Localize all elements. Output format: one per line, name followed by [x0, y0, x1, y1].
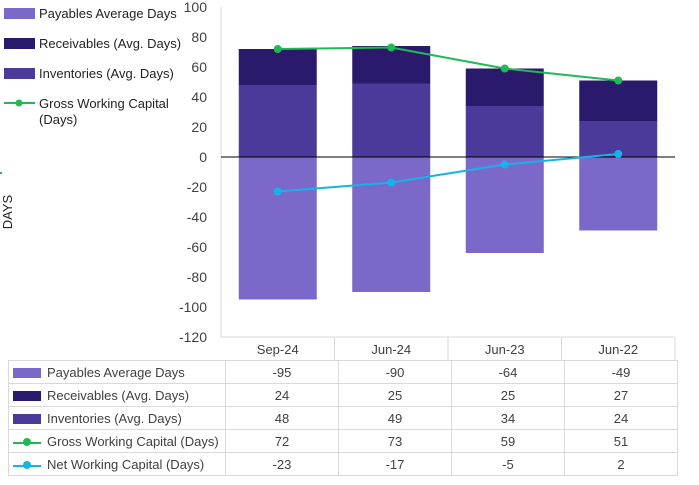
bar-2-2	[465, 106, 544, 157]
legend-key-2	[4, 68, 35, 79]
bar-1-2	[465, 68, 544, 106]
data-table-cell: -64	[451, 360, 565, 384]
y-tick-label: -120	[179, 329, 207, 345]
data-table-row: Gross Working Capital (Days) 72 73 59 51	[8, 429, 678, 453]
line-point-1-2	[500, 160, 509, 169]
data-table-cell: 24	[225, 383, 339, 407]
y-tick-label: -60	[187, 239, 207, 255]
data-table-series-label: Inventories (Avg. Days)	[8, 406, 226, 430]
data-table-cell: 25	[338, 383, 452, 407]
line-point-0-3	[614, 76, 623, 85]
category-label: Sep-24	[257, 342, 299, 357]
y-tick-label: -20	[187, 179, 207, 195]
data-table-cell: 51	[564, 429, 678, 453]
y-axis-label: DAYS	[0, 194, 15, 229]
data-table-cell: 27	[564, 383, 678, 407]
data-table-cell: -49	[564, 360, 678, 384]
data-table-cell: -95	[225, 360, 339, 384]
bar-0-3	[579, 157, 658, 231]
bar-2-1	[352, 83, 431, 157]
line-series-0	[277, 46, 619, 82]
y-tick-label: -100	[179, 299, 207, 315]
line-point-1-1	[387, 178, 396, 187]
y-tick-label: 60	[191, 59, 207, 75]
series-key-icon	[13, 391, 41, 402]
series-name: Net Working Capital (Days)	[47, 456, 205, 472]
series-key-icon	[13, 414, 41, 425]
bar-2-0	[238, 85, 317, 157]
legend-key-0	[4, 8, 35, 19]
series-key-icon	[13, 368, 41, 379]
y-tick-label: -40	[187, 209, 207, 225]
legend-label: Payables Average Days	[39, 6, 177, 21]
data-table-cell: -90	[338, 360, 452, 384]
legend-key-1	[4, 38, 35, 49]
data-table-series-label: Net Working Capital (Days)	[8, 452, 226, 476]
data-table-cell: 49	[338, 406, 452, 430]
line-point-1-3	[614, 150, 623, 158]
data-table-series-label: Receivables (Avg. Days)	[8, 383, 226, 407]
series-key-icon	[13, 460, 41, 471]
data-table-row: Inventories (Avg. Days) 48 49 34 24	[8, 406, 678, 430]
y-tick-label: 40	[191, 89, 207, 105]
bar-1-0	[238, 49, 317, 85]
category-label: Jun-22	[598, 342, 638, 357]
legend-label: Inventories (Avg. Days)	[39, 66, 174, 81]
data-table-cell: 25	[451, 383, 565, 407]
bar-0-0	[238, 157, 317, 300]
chart-legend: Payables Average Days Receivables (Avg. D…	[4, 6, 181, 127]
data-table-row: Net Working Capital (Days) -23 -17 -5 2	[8, 452, 678, 476]
line-series-1	[277, 153, 619, 193]
legend-key-marker-3	[15, 99, 23, 107]
data-table-cell: 2	[564, 452, 678, 476]
data-table-cell: 34	[451, 406, 565, 430]
data-table-series-label: Payables Average Days	[8, 360, 226, 384]
data-table-cell: -5	[451, 452, 565, 476]
line-point-0-2	[500, 64, 509, 73]
data-table-cell: -17	[338, 452, 452, 476]
data-table-cell: -23	[225, 452, 339, 476]
data-table-row: Receivables (Avg. Days) 24 25 25 27	[8, 383, 678, 407]
legend-label: Receivables (Avg. Days)	[39, 36, 181, 51]
data-table-cell: 48	[225, 406, 339, 430]
series-name: Receivables (Avg. Days)	[47, 387, 190, 403]
y-tick-label: 20	[191, 119, 207, 135]
legend-label: (Days)	[39, 112, 77, 127]
y-axis-ticks: 100 80 60 40 20 0 -20 -40 -60 -80 -100 -120	[179, 0, 207, 345]
data-table-cell: 73	[338, 429, 452, 453]
data-table-cell: 24	[564, 406, 678, 430]
line-point-1-0	[273, 187, 282, 196]
data-table-row: Payables Average Days -95 -90 -64 -49	[8, 360, 678, 384]
y-tick-label: 80	[191, 29, 207, 45]
series-name: Payables Average Days	[47, 364, 185, 380]
series-name: Inventories (Avg. Days)	[47, 410, 182, 426]
category-label: Jun-23	[485, 342, 525, 357]
data-table: Payables Average Days -95 -90 -64 -49 Receiva…	[8, 360, 678, 476]
series-name: Gross Working Capital (Days)	[47, 433, 219, 449]
bar-1-3	[579, 80, 658, 121]
x-axis-categories: Sep-24 Jun-24 Jun-23 Jun-22	[257, 337, 676, 361]
bar-0-2	[465, 157, 544, 253]
category-label: Jun-24	[371, 342, 411, 357]
line-point-0-0	[273, 45, 282, 53]
y-tick-label: 0	[199, 149, 207, 165]
y-tick-label: 100	[184, 0, 208, 15]
line-series	[273, 43, 623, 196]
data-table-series-label: Gross Working Capital (Days)	[8, 429, 226, 453]
line-point-0-1	[387, 43, 396, 52]
data-table-cell: 72	[225, 429, 339, 453]
series-key-icon	[13, 437, 41, 448]
data-table-cell: 59	[451, 429, 565, 453]
legend-label: Gross Working Capital	[39, 96, 169, 111]
y-tick-label: -80	[187, 269, 207, 285]
